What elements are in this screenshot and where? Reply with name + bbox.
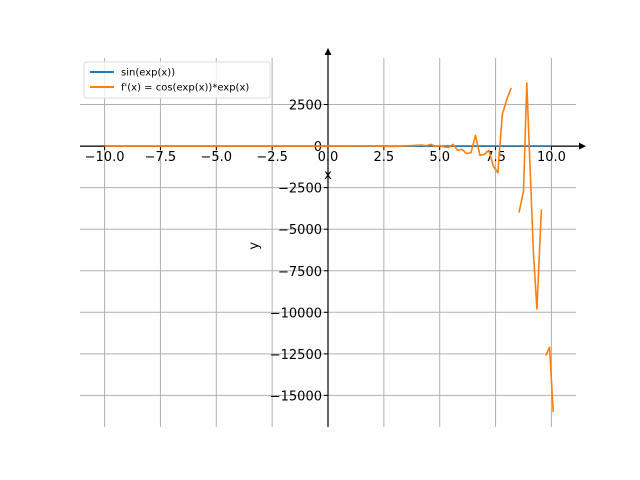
x-tick-label-8: 10.0 [537, 150, 566, 165]
x-tick-label-2: −5.0 [200, 150, 232, 165]
series-1-line-2 [545, 346, 554, 413]
y-axis-title: y [247, 242, 262, 250]
y-tick-label-1: 0 [314, 140, 322, 155]
x-tick-label-4: 0.0 [318, 150, 339, 165]
x-tick-label-7: 7.5 [485, 150, 506, 165]
x-tick-label-6: 5.0 [429, 150, 450, 165]
series-1-line-1 [518, 82, 543, 310]
legend-label-1: f'(x) = cos(exp(x))*exp(x) [121, 83, 249, 94]
y-tick-label-2: −2500 [278, 182, 322, 197]
series-1-line-0 [104, 87, 512, 174]
y-tick-label-4: −7500 [278, 265, 322, 280]
x-tick-label-5: 2.5 [374, 150, 395, 165]
x-axis-arrow [579, 142, 586, 150]
y-tick-label-0: 2500 [289, 99, 322, 114]
y-tick-label-7: −15000 [270, 389, 322, 404]
x-tick-label-0: −10.0 [85, 150, 125, 165]
legend-label-0: sin(exp(x)) [121, 68, 175, 79]
x-axis-title: x [324, 168, 332, 183]
legend-box [83, 61, 271, 99]
y-tick-label-3: −5000 [278, 223, 322, 238]
y-tick-label-5: −10000 [270, 306, 322, 321]
legend: sin(exp(x)) f'(x) = cos(exp(x))*exp(x) [83, 61, 271, 99]
ticks: −10.0 −7.5 −5.0 −2.5 0.0 2.5 5.0 7.5 10.0 2500 0 −2… [85, 99, 566, 405]
y-tick-label-6: −12500 [270, 348, 322, 363]
x-tick-label-1: −7.5 [145, 150, 177, 165]
y-axis-arrow [324, 48, 332, 55]
x-tick-label-3: −2.5 [256, 150, 288, 165]
series [104, 82, 554, 413]
